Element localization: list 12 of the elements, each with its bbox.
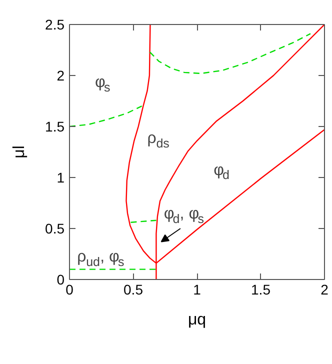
y-tick-label: 2.5 xyxy=(45,16,65,32)
x-axis-title: μq xyxy=(188,312,206,328)
y-tick-label: 1 xyxy=(56,170,65,186)
x-tick-label: 1.5 xyxy=(251,282,271,298)
x-tick-label: 0.5 xyxy=(124,282,144,298)
x-tick-label: 2 xyxy=(320,282,329,298)
x-tick-label: 1 xyxy=(193,282,202,298)
y-tick-label: 0 xyxy=(56,272,65,288)
y-axis-title: μl xyxy=(11,146,28,158)
y-tick-label: 2 xyxy=(56,68,65,84)
y-tick-label: 0.5 xyxy=(45,220,65,236)
y-tick-label: 1.5 xyxy=(45,118,65,134)
